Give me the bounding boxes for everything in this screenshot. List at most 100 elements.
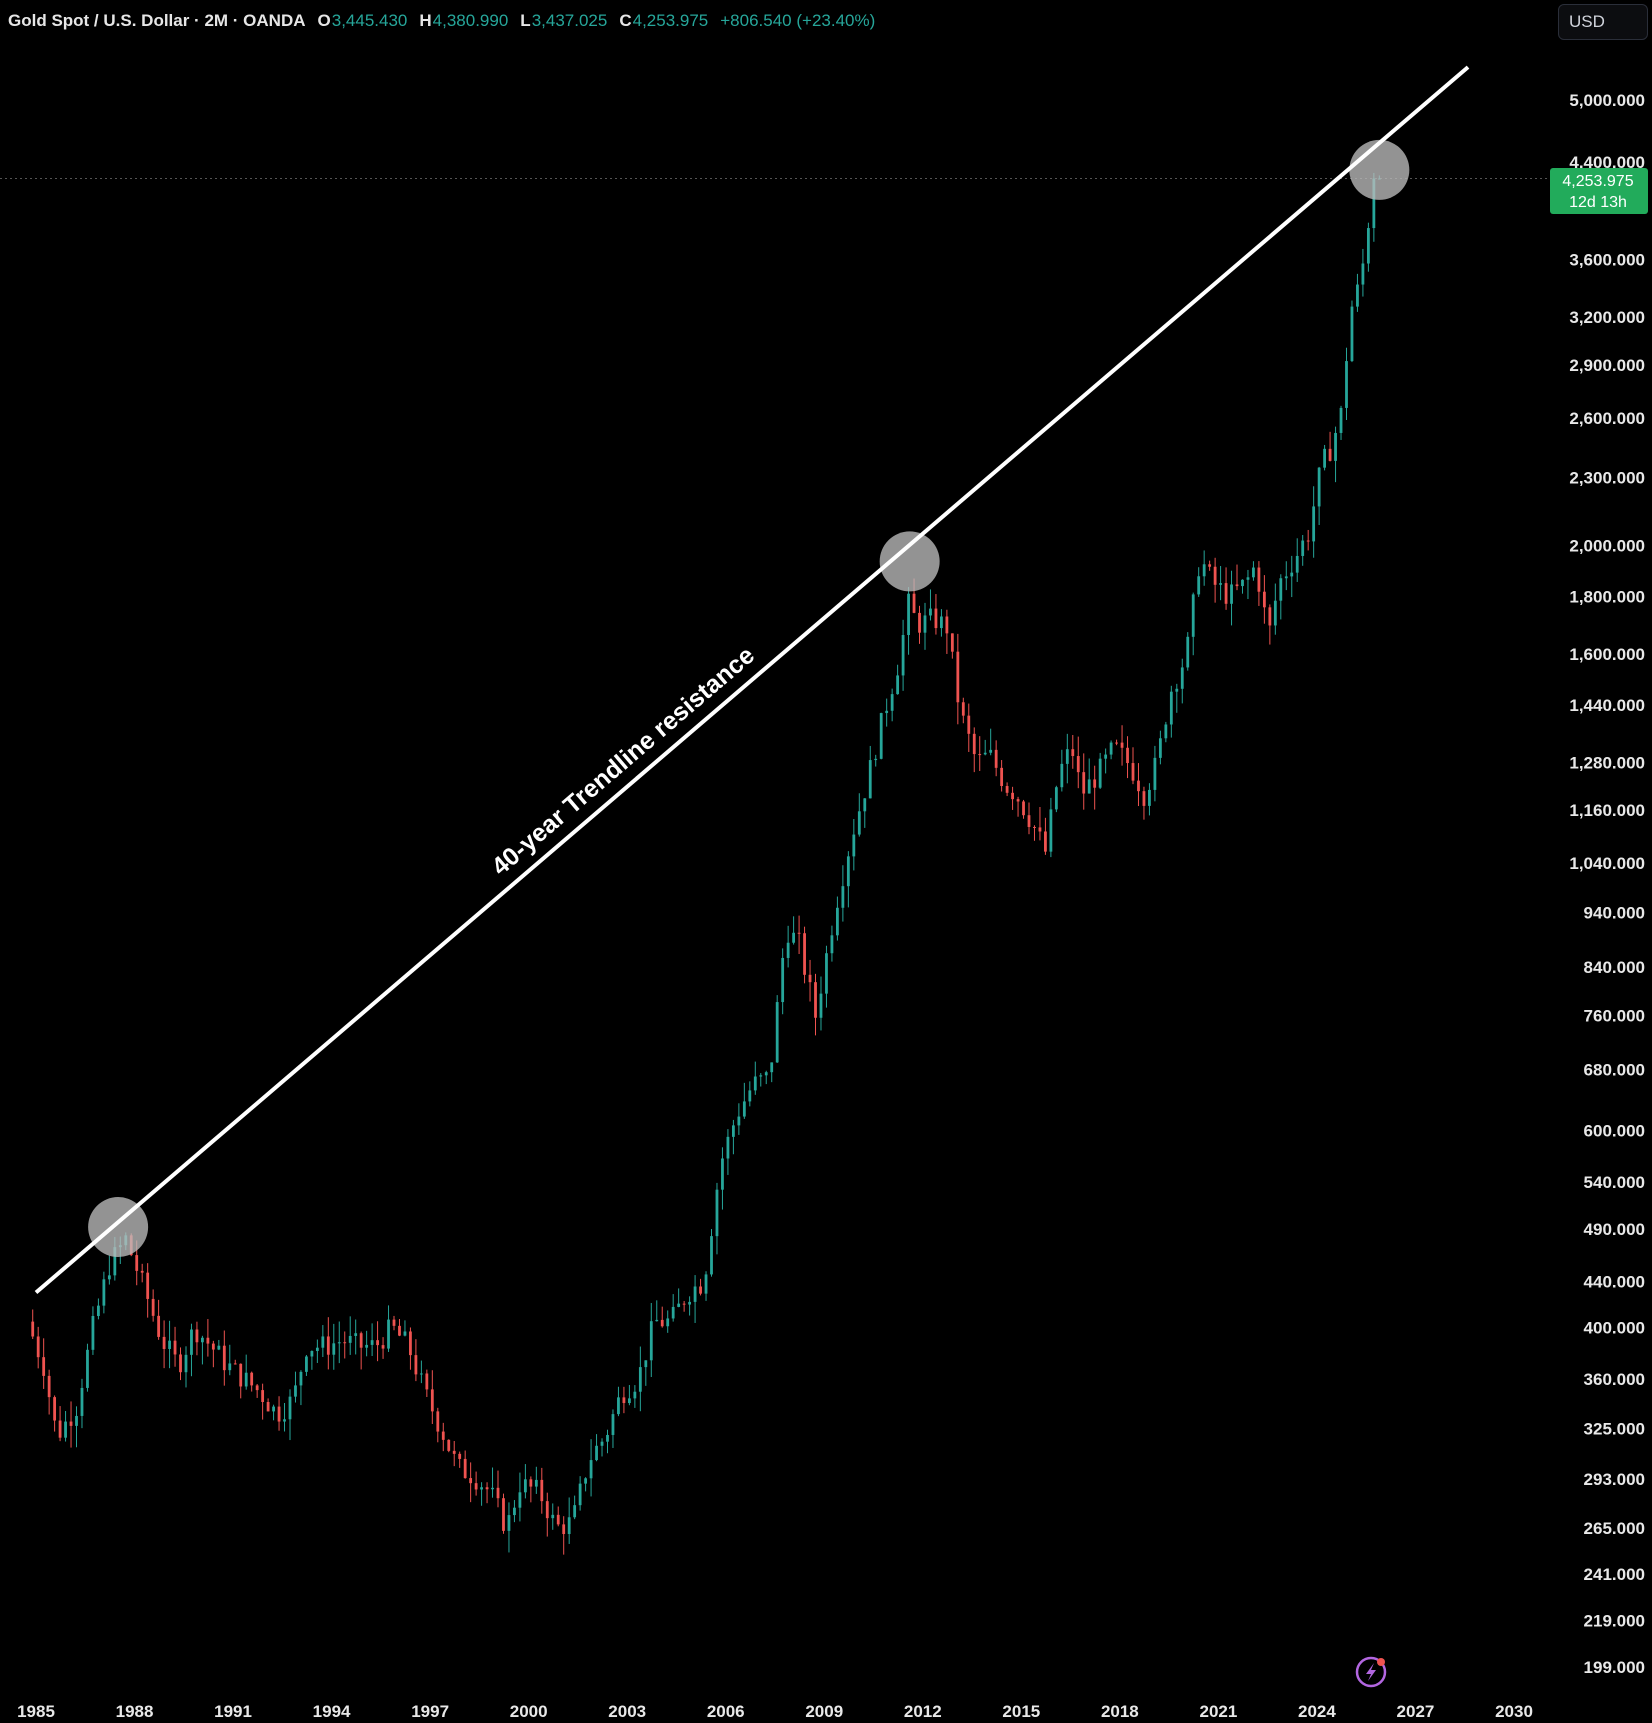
candle-body: [545, 1501, 549, 1519]
candle-body: [1005, 786, 1009, 793]
x-axis[interactable]: 1985 1988 1991 1994 1997 2000 2003 2006 2009 2012…: [17, 1702, 1533, 1721]
x-tick-label: 2030: [1495, 1702, 1533, 1721]
candle-body: [58, 1420, 62, 1438]
high-label: H: [419, 11, 432, 30]
price-tag-countdown: 12d 13h: [1569, 194, 1627, 211]
candle-body: [36, 1336, 40, 1358]
candle-body: [179, 1354, 182, 1373]
y-tick-label: 680.000: [1584, 1061, 1645, 1080]
candle-body: [578, 1483, 582, 1506]
candle-body: [69, 1421, 73, 1426]
candle-body: [1345, 361, 1348, 408]
candle-body: [277, 1406, 281, 1422]
candle-body: [42, 1357, 46, 1376]
y-tick-label: 600.000: [1584, 1122, 1645, 1141]
x-tick-label: 1997: [411, 1702, 449, 1721]
change-value: +806.540 (+23.40%): [720, 11, 876, 30]
candle-body: [398, 1325, 401, 1336]
candle-body: [814, 982, 817, 1018]
candle-body: [255, 1385, 259, 1391]
candle-body: [113, 1247, 117, 1276]
candle-body: [1126, 747, 1129, 764]
candle-body: [370, 1340, 374, 1345]
candle-body: [1065, 749, 1069, 764]
y-tick-label: 2,600.000: [1569, 409, 1645, 428]
y-tick-label: 1,280.000: [1569, 753, 1645, 772]
candle-body: [972, 733, 976, 755]
candle-body: [677, 1303, 681, 1307]
candle-body: [392, 1319, 396, 1326]
candle-body: [1082, 772, 1086, 794]
candle-body: [513, 1507, 516, 1516]
y-tick-label: 293.000: [1584, 1470, 1645, 1489]
y-tick-label: 2,900.000: [1569, 356, 1645, 375]
candle-body: [228, 1363, 232, 1371]
candle-body: [1158, 738, 1162, 758]
candle-body: [91, 1315, 95, 1350]
candle-body: [710, 1236, 713, 1275]
y-tick-label: 4,400.000: [1569, 153, 1645, 172]
candle-body: [80, 1387, 84, 1416]
candle-body: [168, 1340, 171, 1349]
candle-body: [1000, 767, 1004, 787]
candle-body: [1148, 789, 1151, 806]
candle-body: [1076, 756, 1080, 773]
candle-body: [693, 1286, 697, 1302]
candle-body: [1317, 467, 1321, 507]
candle-body: [1131, 763, 1135, 781]
candle-body: [803, 933, 806, 975]
candle-body: [206, 1337, 210, 1344]
y-axis[interactable]: 5,000.000 4,400.000 3,600.000 3,200.000 2,90…: [1569, 91, 1645, 1677]
candle-body: [792, 932, 796, 943]
candle-body: [348, 1335, 352, 1343]
candle-body: [146, 1272, 150, 1299]
candle-body: [244, 1372, 248, 1387]
candle-body: [1273, 600, 1277, 626]
y-tick-label: 400.000: [1584, 1319, 1645, 1338]
touch-point-circle: [1349, 139, 1410, 200]
candle-body: [1301, 540, 1305, 556]
candle-body: [846, 856, 850, 887]
candle-body: [551, 1514, 555, 1519]
candle-body: [1033, 826, 1036, 828]
trendline-label: 40-year Trendline resistance: [486, 641, 760, 881]
y-tick-label: 940.000: [1584, 903, 1645, 922]
x-tick-label: 2006: [707, 1702, 745, 1721]
y-tick-label: 760.000: [1584, 1007, 1645, 1026]
candle-body: [523, 1479, 527, 1493]
currency-button[interactable]: USD: [1558, 4, 1648, 40]
candle-body: [1054, 787, 1058, 810]
candle-body: [836, 907, 839, 936]
candle-body: [890, 694, 894, 711]
candle-body: [507, 1515, 511, 1531]
candle-body: [868, 760, 872, 799]
y-tick-label: 1,160.000: [1569, 801, 1645, 820]
candle-body: [918, 612, 921, 633]
candle-body: [1153, 757, 1157, 790]
candle-body: [1366, 228, 1370, 264]
candle-body: [480, 1487, 483, 1490]
candle-body: [655, 1319, 659, 1322]
price-tag-price: 4,253.975: [1562, 173, 1633, 190]
candle-body: [359, 1333, 363, 1348]
candle-body: [430, 1389, 434, 1412]
candle-body: [1115, 742, 1118, 744]
candle-body: [1038, 827, 1042, 832]
x-tick-label: 2009: [805, 1702, 843, 1721]
trendline[interactable]: [34, 65, 1470, 1295]
candle-body: [682, 1303, 686, 1305]
candle-body: [825, 953, 828, 994]
y-tick-label: 1,040.000: [1569, 854, 1645, 873]
candle-body: [1219, 583, 1222, 585]
y-tick-label: 241.000: [1584, 1565, 1645, 1584]
candle-body: [606, 1434, 609, 1442]
candle-body: [775, 1002, 779, 1063]
candle-body: [759, 1075, 763, 1077]
lightning-icon[interactable]: [1355, 1656, 1387, 1688]
y-tick-label: 440.000: [1584, 1272, 1645, 1291]
candle-body: [1202, 564, 1206, 577]
candle-body: [1164, 724, 1168, 739]
candle-body: [463, 1458, 467, 1479]
candle-body: [666, 1318, 670, 1327]
